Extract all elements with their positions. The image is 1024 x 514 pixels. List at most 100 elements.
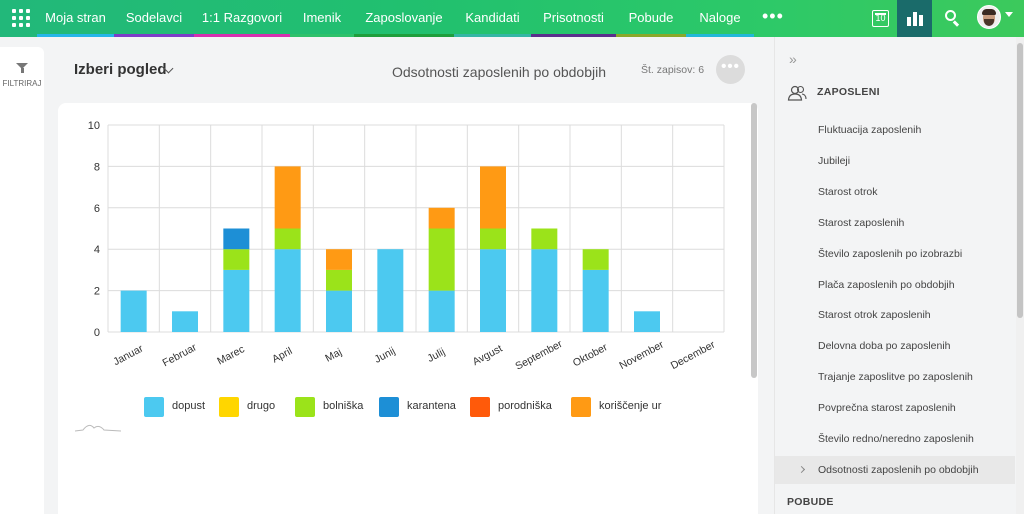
filter-button[interactable]: FILTRIRAJ bbox=[0, 63, 44, 93]
nav-item-label: Naloge bbox=[699, 10, 741, 25]
section-title-pobude[interactable]: POBUDE bbox=[787, 496, 834, 508]
avatar-caret-icon[interactable] bbox=[1005, 12, 1013, 17]
filter-label: FILTRIRAJ bbox=[2, 79, 42, 88]
more-options-button[interactable]: ••• bbox=[716, 55, 745, 84]
top-navigation-bar: Moja stran Sodelavci 1:1 Razgovori Imenik Za… bbox=[0, 0, 1024, 37]
bar-segment bbox=[274, 249, 301, 332]
calendar-icon[interactable]: 10 bbox=[866, 0, 896, 37]
nav-item-2[interactable]: 1:1 Razgovori bbox=[194, 0, 290, 37]
report-link-label: Delovna doba po zaposlenih bbox=[818, 340, 951, 353]
report-link[interactable]: Delovna doba po zaposlenih bbox=[775, 332, 1015, 360]
x-tick-label: April bbox=[270, 345, 294, 365]
nav-item-label: Prisotnosti bbox=[543, 10, 604, 25]
search-icon[interactable] bbox=[936, 0, 966, 37]
side-panel-scrollbar[interactable] bbox=[1016, 37, 1024, 514]
bar-segment bbox=[377, 249, 404, 332]
main-scrollbar[interactable] bbox=[750, 103, 758, 514]
bar-segment bbox=[223, 249, 250, 270]
x-tick-label: Oktober bbox=[571, 341, 610, 369]
x-tick-label: December bbox=[669, 338, 718, 372]
nav-item-color-bar bbox=[354, 34, 454, 37]
report-header: Izberi pogled Odsotnosti zaposlenih po o… bbox=[44, 37, 760, 107]
report-link[interactable]: Število redno/neredno zaposlenih bbox=[775, 425, 1015, 453]
nav-item-color-bar bbox=[37, 34, 114, 37]
user-avatar[interactable] bbox=[977, 5, 1001, 29]
legend-label: karantena bbox=[407, 400, 456, 412]
report-link-label: Trajanje zaposlitve po zaposlenih bbox=[818, 371, 973, 384]
legend-label: drugo bbox=[247, 400, 276, 412]
apps-grid-icon[interactable] bbox=[12, 9, 32, 29]
bar-segment bbox=[223, 228, 250, 250]
y-tick-label: 0 bbox=[94, 327, 100, 339]
nav-item-label: Moja stran bbox=[45, 10, 106, 25]
record-count: Št. zapisov: 6 bbox=[641, 64, 705, 76]
filter-column: FILTRIRAJ bbox=[0, 47, 44, 514]
side-panel-scroll-thumb[interactable] bbox=[1017, 43, 1023, 318]
legend-swatch bbox=[379, 397, 399, 417]
view-select[interactable]: Izberi pogled bbox=[74, 61, 167, 78]
bar-segment bbox=[274, 228, 301, 250]
nav-item-0[interactable]: Moja stran bbox=[37, 0, 114, 37]
nav-item-1[interactable]: Sodelavci bbox=[114, 0, 194, 37]
nav-item-color-bar bbox=[194, 34, 290, 37]
bar-segment bbox=[223, 269, 250, 332]
nav-item-7[interactable]: Pobude bbox=[616, 0, 686, 37]
nav-item-3[interactable]: Imenik bbox=[290, 0, 354, 37]
report-link[interactable]: Starost zaposlenih bbox=[775, 209, 1015, 237]
report-link[interactable]: Jubileji bbox=[775, 147, 1015, 175]
report-link-label: Odsotnosti zaposlenih po obdobjih bbox=[818, 463, 979, 476]
report-link-label: Fluktuacija zaposlenih bbox=[818, 124, 922, 136]
reports-chart-icon[interactable] bbox=[897, 0, 932, 37]
bar-segment bbox=[326, 249, 352, 270]
nav-item-label: Kandidati bbox=[465, 10, 520, 25]
x-tick-label: Marec bbox=[215, 343, 246, 367]
collapse-panel-button[interactable]: » bbox=[789, 51, 797, 67]
report-link[interactable]: Povprečna starost zaposlenih bbox=[775, 394, 1015, 422]
nav-item-color-bar bbox=[686, 34, 754, 37]
bar-segment bbox=[428, 207, 455, 229]
bar-segment bbox=[480, 249, 506, 332]
report-link[interactable]: Fluktuacija zaposlenih bbox=[775, 116, 1015, 144]
bar-segment bbox=[531, 228, 558, 250]
x-tick-label: Julij bbox=[425, 346, 447, 365]
funnel-icon bbox=[16, 63, 28, 69]
report-link[interactable]: Trajanje zaposlitve po zaposlenih bbox=[775, 363, 1015, 391]
x-tick-label: Januar bbox=[111, 342, 145, 368]
x-tick-label: Junij bbox=[373, 345, 398, 366]
people-icon bbox=[787, 85, 807, 101]
nav-item-label: Zaposlovanje bbox=[365, 10, 443, 25]
report-link[interactable]: Plača zaposlenih po obdobjih bbox=[775, 271, 1015, 299]
nav-item-color-bar bbox=[290, 34, 354, 37]
legend-swatch bbox=[219, 397, 239, 417]
nav-item-4[interactable]: Zaposlovanje bbox=[354, 0, 454, 37]
report-link[interactable]: Starost otrok zaposlenih bbox=[775, 301, 1015, 329]
nav-item-8[interactable]: Naloge bbox=[686, 0, 754, 37]
report-title: Odsotnosti zaposlenih po obdobjih bbox=[391, 64, 607, 80]
bar-segment bbox=[582, 269, 609, 332]
more-nav-button[interactable]: ••• bbox=[762, 6, 784, 26]
nav-item-5[interactable]: Kandidati bbox=[454, 0, 531, 37]
main-scroll-thumb[interactable] bbox=[751, 103, 757, 378]
legend-swatch bbox=[571, 397, 591, 417]
y-tick-label: 4 bbox=[94, 244, 100, 256]
reports-side-panel: » ZAPOSLENI Fluktuacija zaposlenih Jubile… bbox=[774, 37, 1024, 514]
chart-card bbox=[58, 103, 758, 514]
y-tick-label: 8 bbox=[94, 161, 100, 173]
y-tick-label: 6 bbox=[94, 203, 100, 215]
nav-item-color-bar bbox=[616, 34, 686, 37]
nav-item-6[interactable]: Prisotnosti bbox=[531, 0, 616, 37]
legend-label: porodniška bbox=[498, 400, 552, 412]
calendar-day: 10 bbox=[872, 10, 889, 27]
report-link[interactable]: Odsotnosti zaposlenih po obdobjih bbox=[775, 455, 1015, 484]
report-link[interactable]: Starost otrok bbox=[775, 178, 1015, 206]
bar-segment bbox=[428, 290, 455, 332]
x-tick-label: Avgust bbox=[471, 343, 505, 369]
chevron-right-icon bbox=[797, 465, 806, 473]
bar-segment bbox=[531, 249, 558, 332]
section-title-zaposleni: ZAPOSLENI bbox=[817, 86, 880, 98]
bar-segment bbox=[172, 311, 198, 332]
legend-label: bolniška bbox=[323, 400, 364, 412]
legend-swatch bbox=[144, 397, 164, 417]
report-link[interactable]: Število zaposlenih po izobrazbi bbox=[775, 240, 1015, 268]
nav-item-label: Pobude bbox=[628, 10, 674, 25]
